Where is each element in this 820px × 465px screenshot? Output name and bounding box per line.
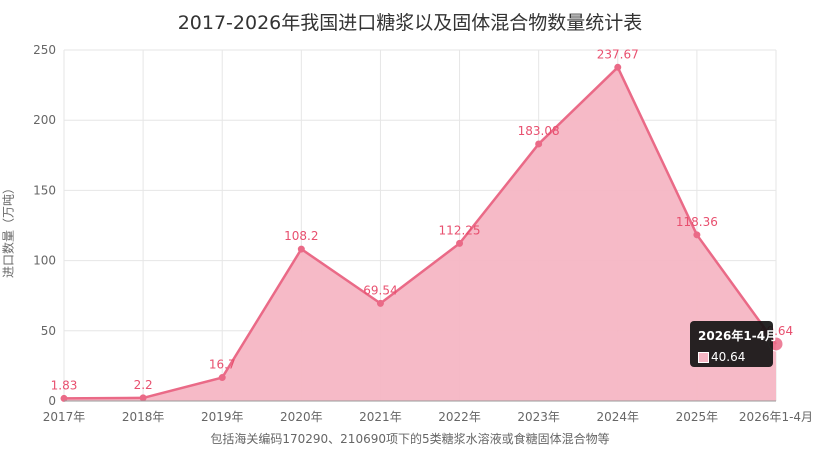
data-label: 237.67	[597, 47, 639, 61]
y-tick-label: 150	[33, 183, 56, 197]
y-tick-label: 0	[48, 394, 56, 408]
x-tick-label: 2020年	[280, 410, 323, 424]
tooltip-swatch	[698, 351, 709, 363]
axes: 0 50 100 150 200 250 2017年 2018年 2019年 2020年 2021年…	[33, 43, 813, 424]
x-tick-label: 2024年	[597, 410, 640, 424]
data-point	[456, 239, 464, 247]
data-label: 118.36	[676, 215, 718, 229]
data-point	[693, 231, 701, 239]
chart-footnote: 包括海关编码170290、210690项下的5类糖浆水溶液或食糖固体混合物等	[210, 432, 610, 446]
data-point	[218, 374, 226, 382]
area-fill	[64, 67, 776, 402]
x-tick-label: 2022年	[438, 410, 481, 424]
data-label: 183.08	[518, 124, 560, 138]
x-tick-label: 2017年	[43, 410, 86, 424]
tooltip: 2026年1-4月 40.64	[690, 321, 778, 367]
tooltip-title: 2026年1-4月	[698, 329, 778, 343]
tooltip-row: 40.64	[698, 350, 765, 364]
data-label: 112.25	[439, 223, 481, 237]
y-tick-label: 100	[33, 254, 56, 268]
x-tick-label: 2026年1-4月	[739, 410, 813, 424]
series-line	[63, 66, 778, 400]
data-point	[535, 140, 543, 148]
tooltip-value: 40.64	[711, 350, 746, 364]
y-tick-label: 250	[33, 43, 56, 57]
y-tick-label: 200	[33, 113, 56, 127]
data-label: 2.2	[134, 378, 153, 392]
data-label: 1.83	[51, 378, 78, 392]
x-tick-label: 2025年	[676, 410, 719, 424]
x-tick-label: 2018年	[122, 410, 165, 424]
area-series	[60, 63, 784, 402]
x-tick-label: 2019年	[201, 410, 244, 424]
data-label: 16.7	[209, 358, 236, 372]
x-tick-label: 2021年	[359, 410, 402, 424]
chart-title: 2017-2026年我国进口糖浆以及固体混合物数量统计表	[177, 12, 643, 34]
data-label: 108.2	[284, 229, 318, 243]
data-label: 69.54	[363, 283, 397, 297]
y-tick-label: 50	[41, 324, 56, 338]
data-point	[297, 245, 305, 253]
data-point	[376, 299, 384, 307]
data-point	[614, 63, 622, 71]
x-tick-label: 2023年	[517, 410, 560, 424]
data-point	[139, 394, 147, 402]
data-labels: 1.83 2.2 16.7 108.2 69.54 112.25 183.08 237.67 1…	[51, 47, 794, 392]
